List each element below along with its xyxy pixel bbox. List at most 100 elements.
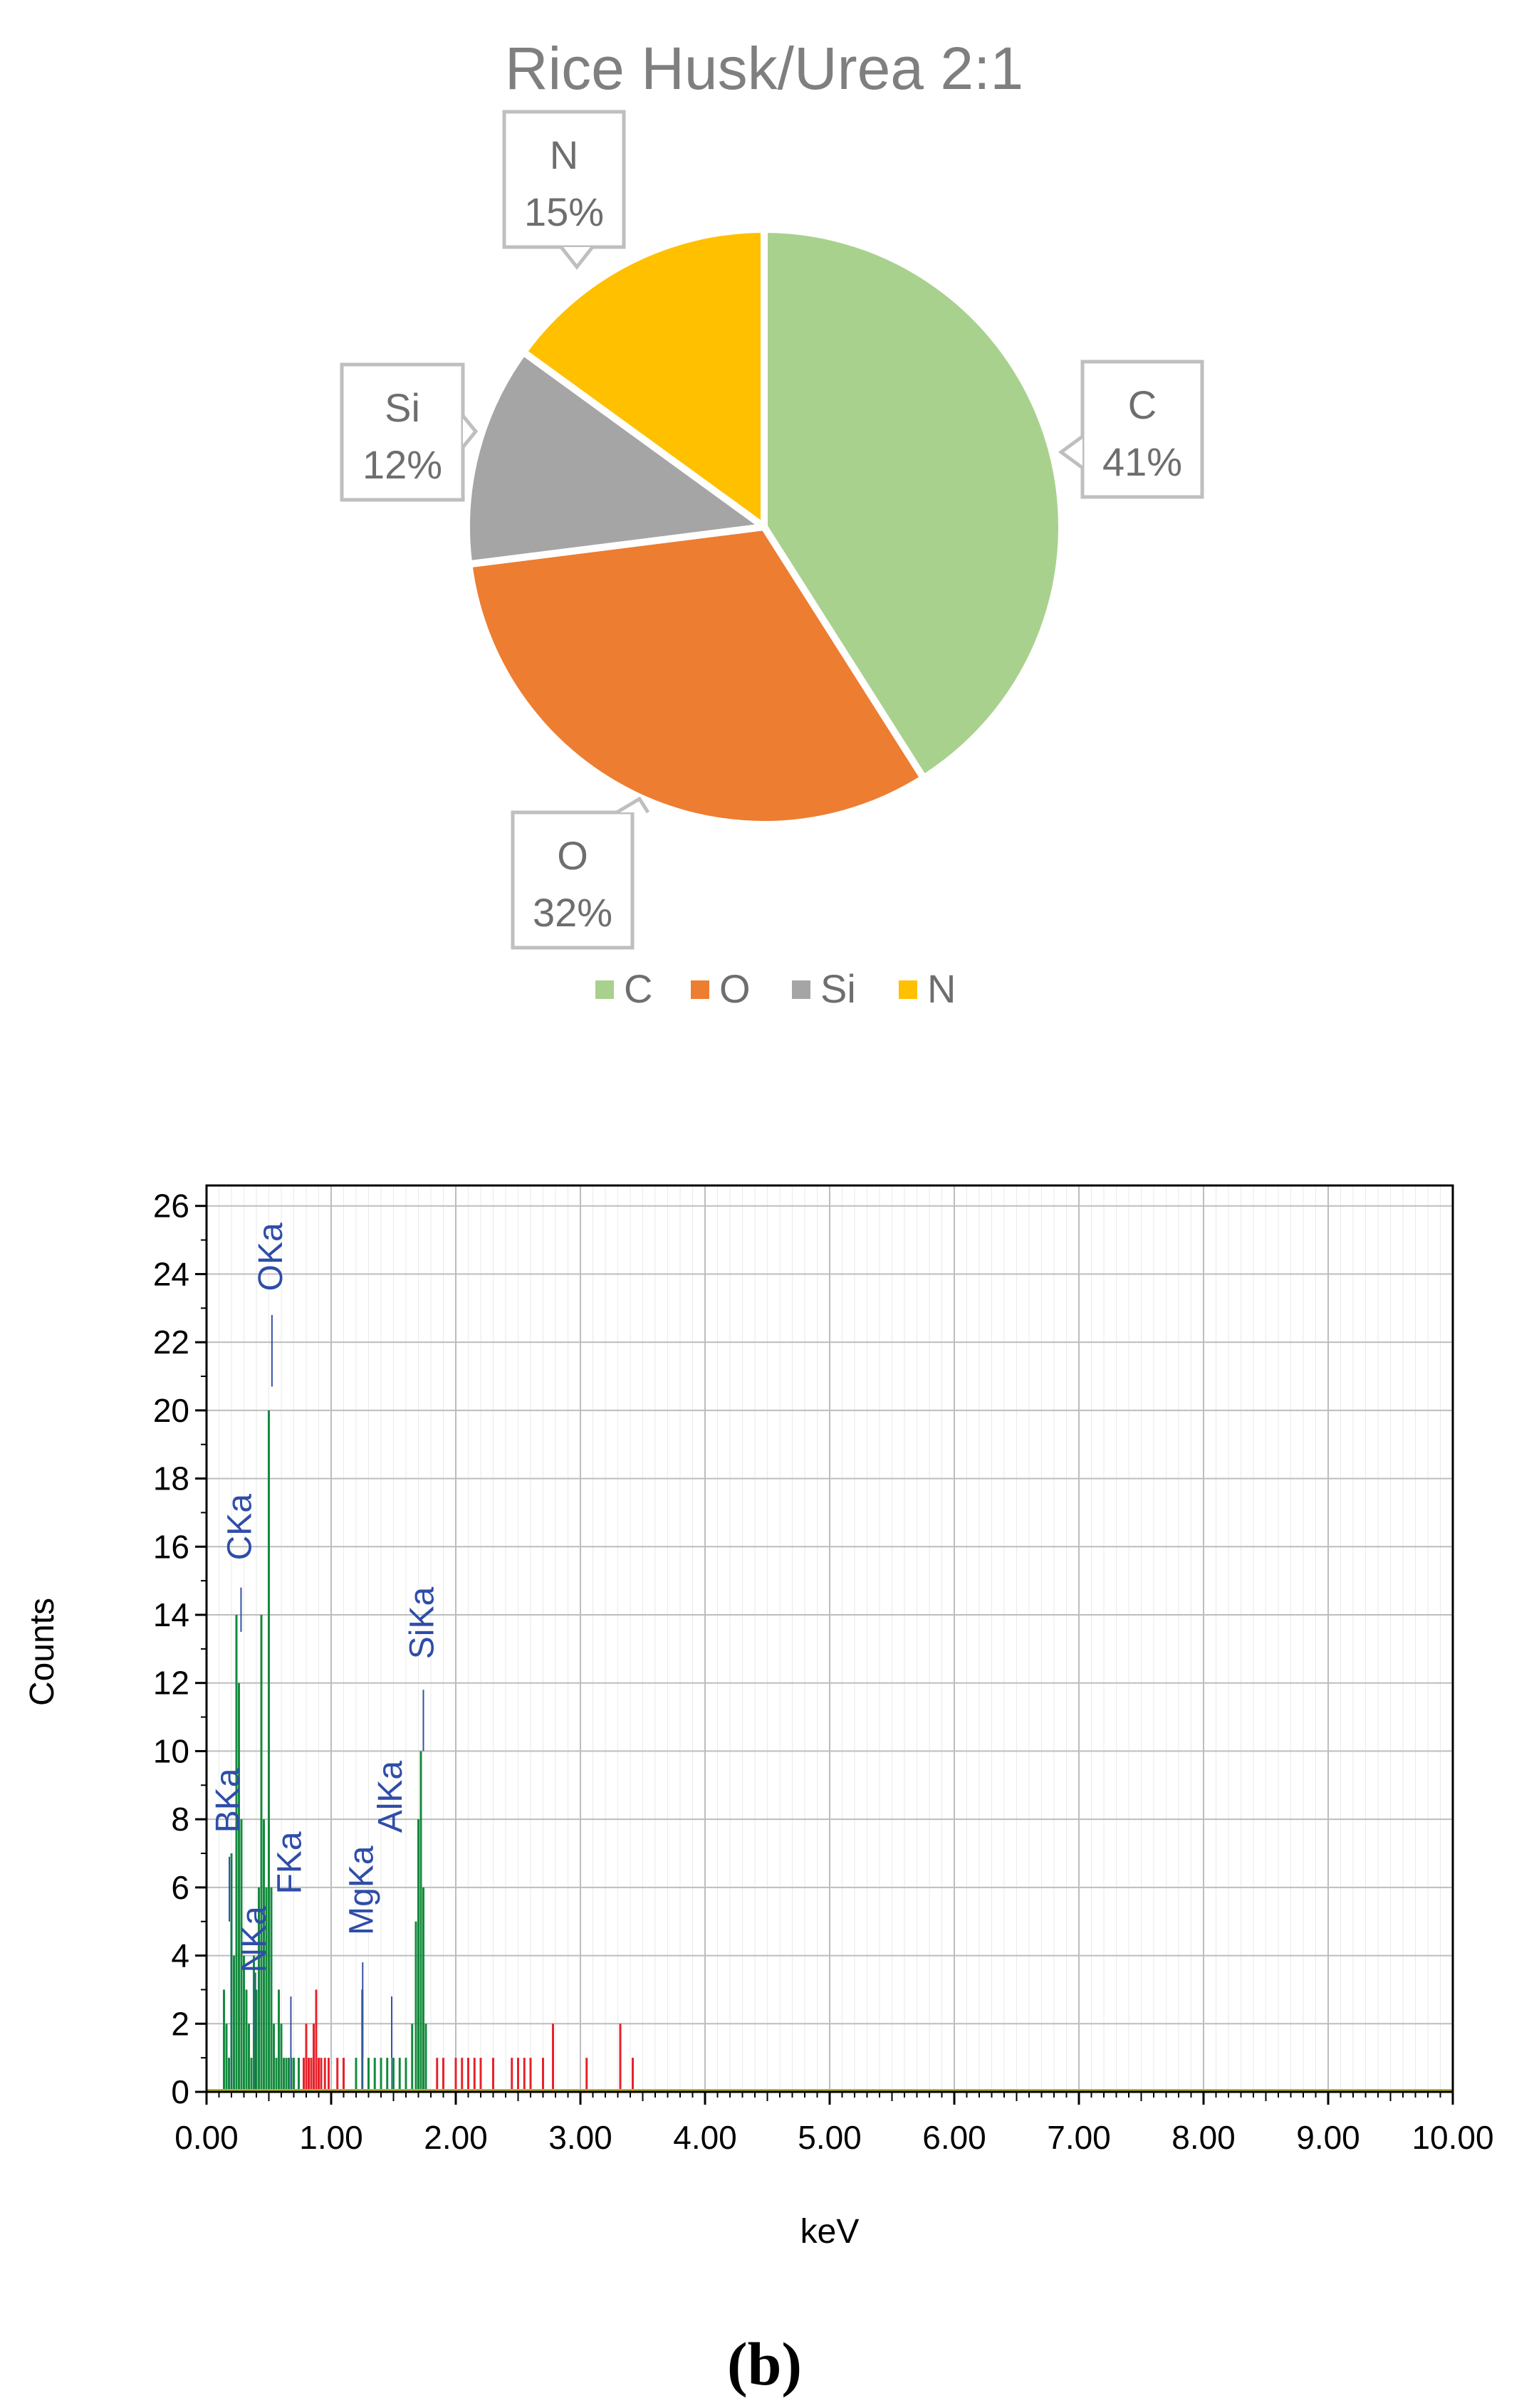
spectrum-bar-red — [511, 2058, 513, 2092]
spectrum-bar-red — [461, 2058, 464, 2092]
pie-label-name: O — [557, 833, 588, 878]
spectrum-bar-red — [320, 2058, 323, 2092]
pie-slice-n — [519, 226, 768, 530]
spectrum-bar-green — [240, 1819, 243, 2092]
legend-swatch — [899, 980, 917, 999]
pie-label-name: Si — [385, 385, 420, 430]
y-tick-label: 18 — [153, 1460, 189, 1497]
spectrum-bar-red — [529, 2058, 532, 2092]
spectrum-bar-green — [278, 1989, 280, 2092]
spectrum-bar-red — [436, 2058, 439, 2092]
spectrum-grid — [207, 1185, 1453, 2092]
annotation-mgka: MgKa — [343, 1846, 380, 1935]
pie-legend: C O Si N — [595, 966, 956, 1011]
x-tick-label: 3.00 — [548, 2119, 612, 2156]
spectrum-bar-red — [328, 2058, 330, 2092]
figure-label: (b) — [726, 2330, 803, 2398]
spectrum-bar-green — [228, 2058, 230, 2092]
pie-label-name: N — [550, 132, 578, 177]
spectrum-bar-red — [310, 2058, 313, 2092]
pie-label-pointer — [461, 414, 479, 449]
legend-label: N — [927, 966, 956, 1011]
pie-label-o: O 32% — [511, 796, 650, 950]
x-tick-label: 8.00 — [1171, 2119, 1236, 2156]
pie-label-box — [502, 110, 626, 249]
spectrum-bar-green — [253, 1955, 255, 2092]
pie-label-n: N 15% — [502, 110, 626, 271]
spectrum-bar-green — [258, 1887, 260, 2092]
y-tick-label: 20 — [153, 1392, 189, 1429]
spectrum-bar-green — [243, 1955, 245, 2092]
y-tick-label: 8 — [171, 1801, 189, 1838]
spectrum-bar-red — [308, 2058, 310, 2092]
spectrum-bar-red — [323, 2058, 326, 2092]
spectrum-bar-red — [442, 2058, 444, 2092]
spectrum-annotations: OKa CKa SiKa BKa NKa FKa MgKa AlKa — [209, 1223, 442, 2058]
y-tick-label: 2 — [171, 2005, 189, 2042]
spectrum-bar-red — [542, 2058, 544, 2092]
pie-label-value: 12% — [362, 442, 442, 487]
y-tick-label: 12 — [153, 1665, 189, 1702]
pie-chart: Rice Husk/Urea 2:1 C 41% O 32% Si 12% N 15% C O Si N — [340, 35, 1204, 1011]
annotation-sika: SiKa — [404, 1587, 442, 1660]
spectrum-bar-green — [268, 1410, 270, 2092]
spectrum-bar-green — [270, 1887, 273, 2092]
y-tick-label: 26 — [153, 1188, 189, 1225]
y-tick-label: 6 — [171, 1869, 189, 1906]
annotation-nka: NKa — [236, 1906, 273, 1973]
x-tick-label: 9.00 — [1296, 2119, 1360, 2156]
pie-label-name: C — [1128, 382, 1157, 427]
spectrum-bar-green — [248, 2024, 250, 2092]
annotation-fka: FKa — [271, 1831, 308, 1894]
spectrum-bar-green — [223, 1989, 225, 2092]
spectrum-bar-green — [275, 2058, 278, 2092]
spectrum-bar-red — [318, 2058, 320, 2092]
pie-label-box — [511, 810, 635, 950]
spectrum-bar-green — [293, 2058, 295, 2092]
spectrum-bar-green — [280, 2024, 283, 2092]
spectrum-bar-green — [386, 2058, 389, 2092]
y-tick-label: 10 — [153, 1732, 189, 1769]
legend-swatch — [792, 980, 810, 999]
spectrum-bar-green — [265, 1887, 268, 2092]
spectrum-bar-green — [355, 2058, 358, 2092]
x-axis: 0.00 1.00 2.00 3.00 4.00 5.00 6.00 7.00 8.00 9.00… — [174, 2092, 1494, 2156]
legend-item-o: O — [691, 966, 751, 1011]
legend-item-si: Si — [792, 966, 856, 1011]
spectrum-bar-green — [250, 2058, 253, 2092]
spectrum-bar-green — [424, 2024, 427, 2092]
x-tick-label: 6.00 — [922, 2119, 986, 2156]
spectrum-bar-red — [305, 2024, 308, 2092]
legend-swatch — [595, 980, 614, 999]
legend-label: O — [719, 966, 751, 1011]
spectrum-bar-red — [517, 2058, 519, 2092]
spectrum-bar-green — [245, 1989, 248, 2092]
spectrum-bar-green — [422, 1887, 424, 2092]
spectrum-bar-green — [405, 2058, 407, 2092]
pie-label-pointer — [1058, 434, 1084, 470]
spectrum-bar-red — [479, 2058, 482, 2092]
annotation-alka: AlKa — [372, 1761, 409, 1833]
spectrum-bar-red — [467, 2058, 469, 2092]
pie-slice-si — [463, 348, 768, 568]
x-tick-label: 2.00 — [424, 2119, 488, 2156]
eds-spectrum-panel: OKa CKa SiKa BKa NKa FKa MgKa AlKa 0 2 4 6 8 10 12 14 16… — [0, 1111, 1529, 2357]
x-axis-label: keV — [800, 2213, 860, 2251]
legend-label: C — [624, 966, 652, 1011]
spectrum-bar-red — [523, 2058, 526, 2092]
spectrum-bar-green — [298, 2058, 300, 2092]
spectrum-bars — [223, 1410, 634, 2092]
pie-chart-panel: Rice Husk/Urea 2:1 C 41% O 32% Si 12% N 15% C O Si N — [0, 0, 1529, 1054]
pie-label-value: 41% — [1102, 439, 1182, 484]
annotation-oka: OKa — [252, 1223, 290, 1291]
y-tick-label: 14 — [153, 1596, 189, 1633]
pie-slice-o — [465, 523, 927, 829]
spectrum-bar-green — [392, 2058, 395, 2092]
spectrum-bar-red — [632, 2058, 634, 2092]
spectrum-bar-green — [417, 1819, 419, 2092]
pie-slices — [463, 226, 1066, 829]
pie-label-c: C 41% — [1058, 360, 1204, 499]
pie-label-pointer — [615, 796, 650, 815]
legend-label: Si — [820, 966, 856, 1011]
